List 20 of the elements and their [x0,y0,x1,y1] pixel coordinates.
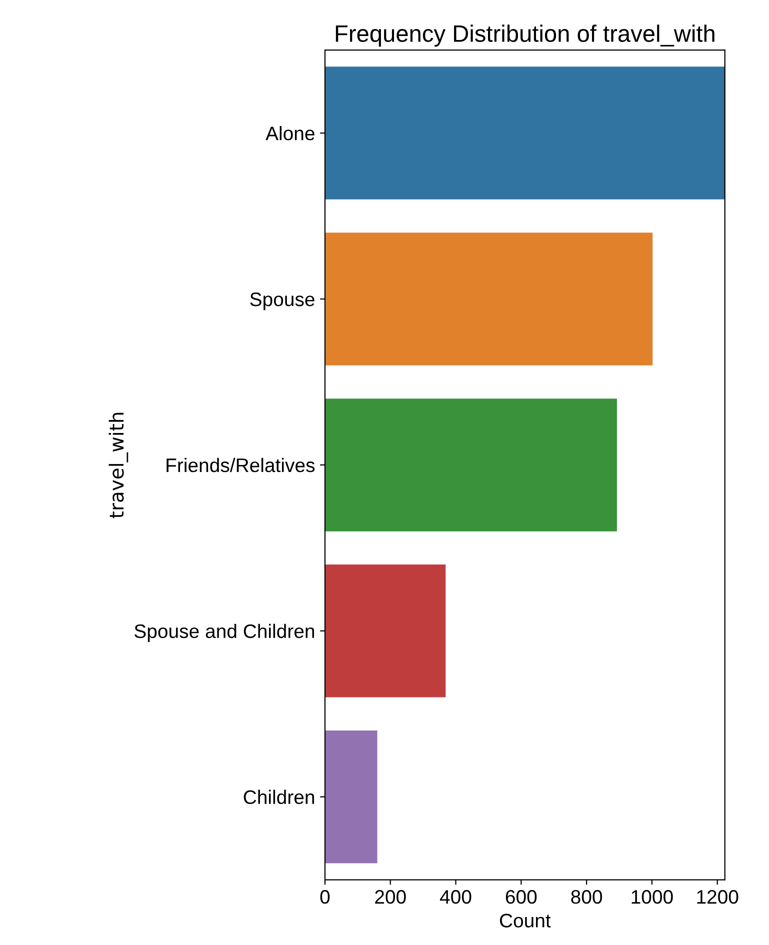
x-tick-label: 1000 [632,890,673,904]
x-tick-label: 600 [506,890,537,904]
chart-title: Frequency Distribution of travel_with [336,24,714,47]
y-axis-title: travel_with [108,412,128,518]
bar [324,232,653,366]
x-tick-label: 800 [571,890,602,904]
x-tick-label: 0 [320,890,330,904]
bar [324,564,446,698]
x-tick-label: 400 [440,890,472,904]
y-tick-label: Children [244,790,314,804]
bar [324,66,725,200]
y-tick-label: Spouse [250,292,314,310]
y-tick-label: Alone [266,126,314,140]
x-tick-label: 200 [375,890,406,904]
y-tick-label: Friends/Relatives [166,458,315,472]
x-axis-title: Count [500,914,551,928]
bar [324,398,617,532]
bar [324,730,378,864]
y-tick-label: Spouse and Children [134,624,314,642]
x-tick-label: 1200 [697,890,738,904]
